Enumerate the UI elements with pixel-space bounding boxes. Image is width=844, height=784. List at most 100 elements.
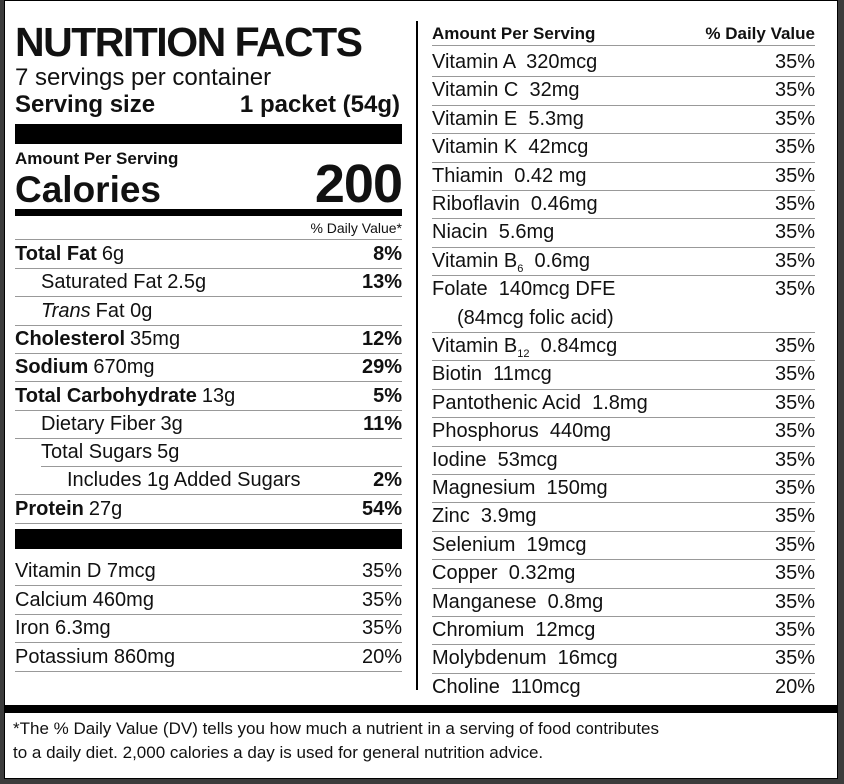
rule: [15, 670, 402, 672]
label-title: NUTRITION FACTS: [15, 19, 363, 65]
vitamin-row: Thiamin 0.42 mg: [432, 166, 587, 186]
vitamin-row: Pantothenic Acid 1.8mg: [432, 393, 648, 413]
nutrient-name: Total Sugars: [41, 441, 153, 464]
rule: [432, 587, 815, 589]
vitamin-daily-value: 35%: [774, 363, 815, 386]
daily-value-header: % Daily Value*: [310, 220, 402, 236]
vitamin-daily-value: 35%: [774, 278, 815, 301]
rule: [432, 417, 815, 419]
rule: [432, 644, 815, 646]
thick-rule-bottom: [15, 529, 402, 549]
vitamin-daily-value: 35%: [774, 107, 815, 130]
nutrient-name: Dietary Fiber: [41, 412, 156, 435]
nutrient-row: Saturated Fat 2.5g: [41, 272, 206, 292]
rule: [15, 268, 402, 269]
nutrient-row: Dietary Fiber 3g: [41, 414, 183, 434]
rule: [432, 133, 815, 135]
rule: [432, 474, 815, 475]
rule: [15, 613, 402, 615]
vitamin-subscript: 12: [517, 348, 530, 360]
vitamin-label: Chromium 12mcg: [432, 619, 596, 641]
vitamin-daily-value: 35%: [774, 647, 815, 670]
vitamin-label: Vitamin E 5.3mg: [432, 107, 584, 130]
nutrient-row: Total Sugars 5g: [41, 442, 179, 462]
vitamin-row: Biotin 11mcg: [432, 364, 552, 384]
vitamin-daily-value: 35%: [774, 79, 815, 102]
thick-rule-top: [15, 124, 402, 144]
vitamin-label: Vitamin B: [432, 335, 518, 357]
vitamin-row: Folate 140mcg DFE: [432, 279, 615, 299]
vitamin-row: Vitamin B6 0.6mg: [432, 251, 590, 275]
rule: [432, 76, 815, 78]
rule: [432, 388, 815, 390]
vitamin-label: Iodine 53mcg: [432, 448, 558, 471]
vitamin-label: Vitamin B: [432, 249, 518, 272]
rule: [432, 672, 815, 674]
vitamin-row: Manganese 0.8mg: [432, 592, 603, 612]
nutrient-name: Saturated Fat: [41, 271, 163, 294]
rule: [15, 239, 402, 240]
nutrient-amount: 670mg: [93, 356, 155, 379]
nutrient-name: Total Carbohydrate: [15, 384, 197, 407]
vitamin-daily-value: 35%: [774, 221, 815, 244]
nutrient-daily-value: 11%: [363, 412, 402, 435]
nutrient-amount: 13g: [201, 384, 236, 407]
vitamin-label: Choline 110mcg: [432, 675, 581, 698]
rule: [15, 352, 402, 354]
rule: [15, 522, 402, 524]
vitamin-amount: 0.6mg: [523, 249, 591, 272]
rule: [432, 246, 815, 248]
vitamin-daily-value: 35%: [774, 562, 815, 585]
vitamin-daily-value: 35%: [774, 448, 815, 471]
vitamin-daily-value: 20%: [774, 675, 815, 698]
vitamin-daily-value: 35%: [774, 193, 815, 215]
rule: [15, 585, 402, 586]
nutrient-name: Trans: [41, 299, 91, 322]
rule: [15, 642, 402, 643]
nutrient-row: Includes 1g Added Sugars: [67, 470, 306, 490]
footer-rule: [5, 705, 837, 713]
rule: [15, 437, 402, 439]
vitamin-label: Thiamin 0.42 mg: [432, 164, 587, 187]
nutrient-name: Sodium: [15, 356, 89, 379]
rule: [432, 360, 815, 362]
column-divider: [416, 21, 418, 690]
rule: [41, 466, 402, 468]
rule: [432, 332, 815, 333]
vitamin-row: Copper 0.32mg: [432, 563, 575, 583]
vitamin-label: Pantothenic Acid 1.8mg: [432, 391, 648, 414]
vitamin-label: Vitamin A 320mcg: [432, 51, 598, 73]
nutrient-row: Cholesterol 35mg: [15, 329, 180, 349]
mineral-label: Potassium 860mg: [15, 645, 176, 668]
vitamin-row: Molybdenum 16mcg: [432, 648, 618, 668]
vitamin-amount: 0.84mcg: [529, 335, 618, 357]
rule: [432, 616, 815, 617]
footnote-line-1: *The % Daily Value (DV) tells you how mu…: [13, 719, 659, 738]
vitamin-label: Niacin 5.6mg: [432, 221, 555, 244]
nutrient-daily-value: 5%: [373, 384, 402, 407]
vitamin-label: Vitamin C 32mg: [432, 79, 580, 102]
vitamin-row: Vitamin A 320mcg: [432, 52, 597, 72]
nutrient-row: Protein 27g: [15, 499, 122, 519]
vitamin-daily-value: 35%: [774, 335, 815, 357]
vitamin-daily-value: 35%: [774, 391, 815, 414]
mineral-label: Iron 6.3mg: [15, 617, 111, 639]
footnote-line-2: to a daily diet. 2,000 calories a day is…: [13, 743, 544, 762]
vitamin-label-line2: (84mcg folic acid): [457, 306, 614, 329]
vitamin-daily-value: 35%: [774, 505, 815, 528]
vitamin-row: Phosphorus 440mg: [432, 421, 611, 441]
vitamin-subscript: 6: [517, 262, 524, 275]
nutrient-daily-value: 54%: [361, 497, 402, 520]
nutrient-name: Total Fat: [15, 243, 97, 265]
vitamin-label: Selenium 19mcg: [432, 533, 587, 556]
nutrition-label-panel: NUTRITION FACTS 7 servings per container…: [4, 0, 838, 779]
calories-value: 200: [314, 154, 403, 214]
vitamin-row: Chromium 12mcg: [432, 620, 595, 640]
nutrient-name: Cholesterol: [15, 327, 126, 350]
right-dv-header: % Daily Value: [705, 24, 815, 43]
rule: [15, 494, 402, 496]
vitamin-daily-value: 35%: [774, 420, 815, 443]
vitamin-row: Vitamin C 32mg: [432, 80, 579, 100]
vitamin-label: Vitamin K 42mcg: [432, 136, 589, 159]
nutrient-amount: 2.5g: [167, 271, 207, 294]
